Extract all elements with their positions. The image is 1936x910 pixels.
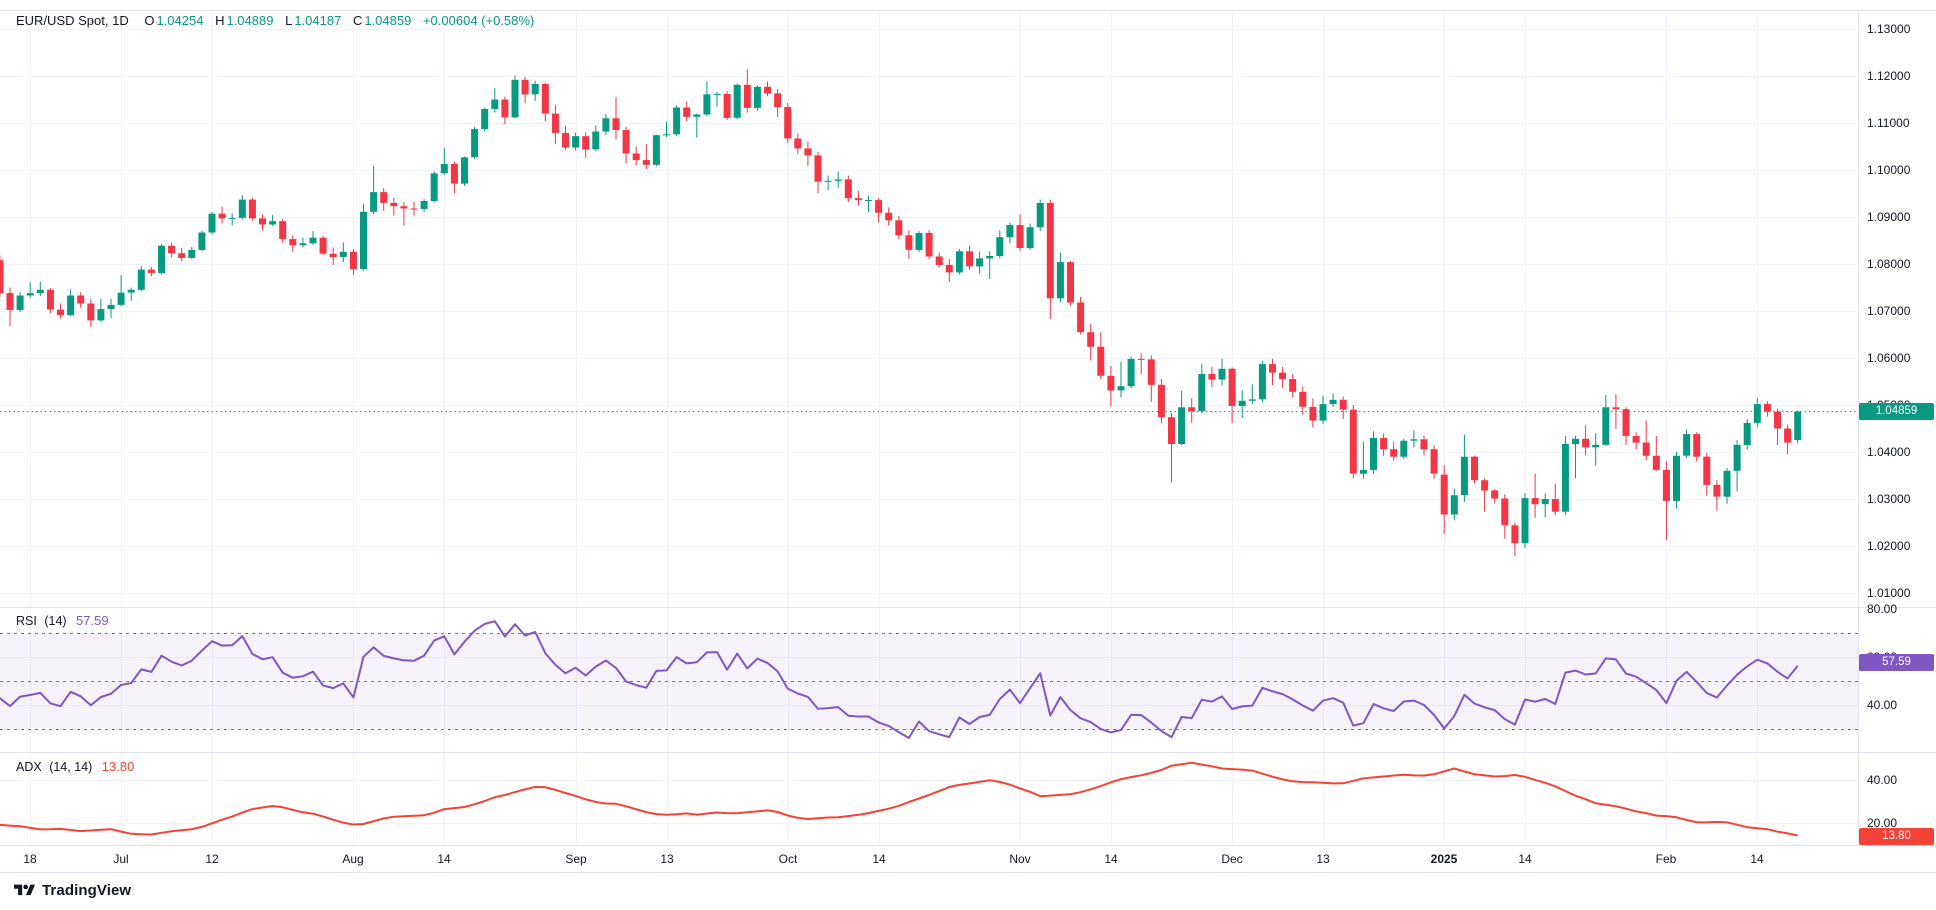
symbol-title: EUR/USD Spot, 1D [16,13,129,28]
close-value: 1.04859 [364,13,412,28]
open-label: O [144,13,155,28]
open-value: 1.04254 [156,13,204,28]
high-value: 1.04889 [226,13,274,28]
last-price-tag: 1.04859 [1859,403,1934,420]
symbol-legend[interactable]: EUR/USD Spot, 1D O 1.04254 H 1.04889 L 1.04… [16,13,534,28]
adx-current-value: 13.80 [101,759,135,774]
adx-params: (14, 14) [49,760,93,774]
rsi-params: (14) [44,614,67,628]
rsi-legend[interactable]: RSI (14) 57.59 [16,613,109,628]
rsi-value-tag: 57.59 [1859,654,1934,671]
low-value: 1.04187 [294,13,342,28]
rsi-current-value: 57.59 [76,613,109,628]
high-label: H [215,13,225,28]
low-label: L [285,13,293,28]
adx-value-tag: 13.80 [1859,828,1934,845]
tradingview-logo-icon [14,884,35,896]
tradingview-watermark[interactable]: TradingView [14,882,131,899]
close-label: C [352,13,363,28]
adx-legend[interactable]: ADX (14, 14) 13.80 [16,759,134,774]
change-value: +0.00604 (+0.58%) [422,13,535,28]
adx-title: ADX [16,760,42,774]
watermark-label: TradingView [42,882,132,899]
rsi-title: RSI [16,614,37,628]
